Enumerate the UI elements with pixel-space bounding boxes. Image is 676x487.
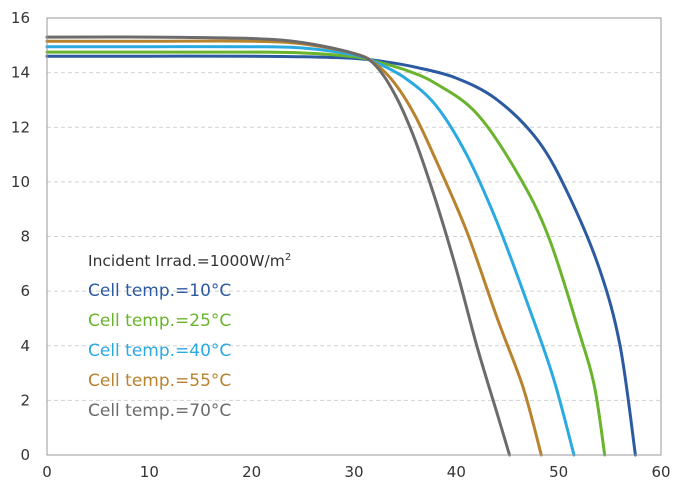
x-tick-label-1: 10 bbox=[140, 463, 159, 481]
legend-title-sup: 2 bbox=[285, 252, 291, 263]
y-tick-label-4: 8 bbox=[20, 228, 30, 246]
legend-entry-4: Cell temp.=70°C bbox=[88, 401, 231, 421]
x-tick-label-0: 0 bbox=[42, 463, 52, 481]
y-tick-label-0: 0 bbox=[20, 446, 30, 464]
series-line-2 bbox=[45, 45, 576, 457]
series-line-1 bbox=[45, 50, 607, 457]
series-line-0 bbox=[45, 54, 637, 457]
y-tick-label-7: 14 bbox=[11, 64, 30, 82]
legend-entry-1: Cell temp.=25°C bbox=[88, 311, 231, 331]
legend: Incident Irrad.=1000W/m2 Cell temp.=10°C… bbox=[88, 252, 291, 421]
y-tick-label-1: 2 bbox=[20, 391, 30, 409]
plot-frame bbox=[46, 17, 662, 456]
legend-title: Incident Irrad.=1000W/m2 bbox=[88, 252, 291, 270]
y-tick-label-8: 16 bbox=[11, 9, 30, 27]
y-tick-label-2: 4 bbox=[20, 337, 30, 355]
x-tick-label-2: 20 bbox=[242, 463, 261, 481]
y-tick-label-3: 6 bbox=[20, 282, 30, 300]
x-tick-label-4: 40 bbox=[447, 463, 466, 481]
series-line-4 bbox=[45, 35, 511, 457]
x-tick-label-3: 30 bbox=[344, 463, 363, 481]
x-tick-label-6: 60 bbox=[651, 463, 670, 481]
y-tick-label-5: 10 bbox=[11, 173, 30, 191]
x-tick-label-5: 50 bbox=[549, 463, 568, 481]
y-tick-label-6: 12 bbox=[11, 118, 30, 136]
legend-entry-3: Cell temp.=55°C bbox=[88, 371, 231, 391]
legend-entry-0: Cell temp.=10°C bbox=[88, 281, 231, 301]
series-lines bbox=[45, 35, 637, 457]
series-line-3 bbox=[45, 39, 543, 457]
axis-ticks: 0 10 20 30 40 50 60 0 2 4 6 8 10 12 14 16 bbox=[11, 9, 671, 481]
legend-title-main: Incident Irrad.=1000W/m bbox=[88, 252, 285, 270]
legend-entry-2: Cell temp.=40°C bbox=[88, 341, 231, 361]
